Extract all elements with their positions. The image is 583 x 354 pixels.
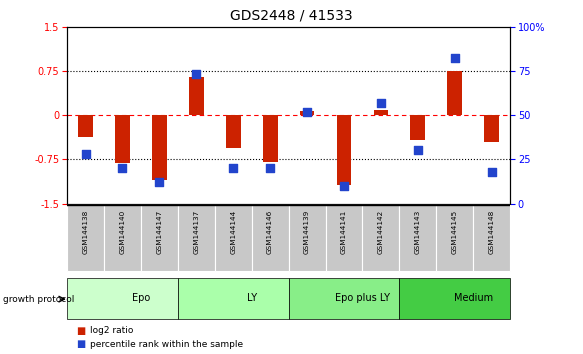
Point bbox=[376, 100, 385, 105]
Text: GSM144145: GSM144145 bbox=[452, 210, 458, 254]
Bar bbox=[226, 115, 241, 148]
Text: GSM144140: GSM144140 bbox=[120, 210, 125, 254]
Bar bbox=[484, 115, 499, 142]
Text: GSM144142: GSM144142 bbox=[378, 210, 384, 254]
Bar bbox=[78, 115, 93, 137]
Point bbox=[339, 183, 349, 189]
Bar bbox=[115, 115, 130, 164]
Bar bbox=[215, 205, 252, 271]
Text: Epo: Epo bbox=[132, 293, 150, 303]
Bar bbox=[410, 115, 425, 140]
Bar bbox=[447, 71, 462, 115]
Text: GSM144139: GSM144139 bbox=[304, 210, 310, 254]
Bar bbox=[178, 278, 289, 319]
Point bbox=[118, 165, 127, 171]
Text: GSM144143: GSM144143 bbox=[415, 210, 421, 254]
Bar bbox=[289, 205, 325, 271]
Bar bbox=[325, 205, 363, 271]
Text: ■: ■ bbox=[76, 339, 85, 349]
Bar bbox=[300, 111, 314, 115]
Bar bbox=[141, 205, 178, 271]
Bar bbox=[178, 205, 215, 271]
Point bbox=[265, 165, 275, 171]
Text: ■: ■ bbox=[76, 326, 85, 336]
Point bbox=[487, 169, 496, 175]
Bar bbox=[263, 115, 278, 162]
Text: log2 ratio: log2 ratio bbox=[90, 326, 134, 336]
Bar bbox=[374, 110, 388, 115]
Bar bbox=[104, 205, 141, 271]
Point bbox=[450, 56, 459, 61]
Bar bbox=[436, 205, 473, 271]
Bar bbox=[473, 205, 510, 271]
Bar bbox=[152, 115, 167, 180]
Bar bbox=[67, 278, 178, 319]
Text: GSM144148: GSM144148 bbox=[489, 210, 494, 254]
Point bbox=[229, 165, 238, 171]
Point bbox=[154, 179, 164, 185]
Text: GSM144138: GSM144138 bbox=[83, 210, 89, 254]
Point bbox=[413, 148, 423, 153]
Text: GDS2448 / 41533: GDS2448 / 41533 bbox=[230, 9, 353, 23]
Bar bbox=[336, 115, 352, 185]
Bar bbox=[289, 278, 399, 319]
Text: GSM144141: GSM144141 bbox=[341, 210, 347, 254]
Text: LY: LY bbox=[247, 293, 257, 303]
Bar bbox=[399, 278, 510, 319]
Text: Epo plus LY: Epo plus LY bbox=[335, 293, 390, 303]
Bar bbox=[399, 205, 436, 271]
Text: Medium: Medium bbox=[454, 293, 493, 303]
Bar bbox=[189, 77, 203, 115]
Text: GSM144137: GSM144137 bbox=[194, 210, 199, 254]
Text: GSM144146: GSM144146 bbox=[267, 210, 273, 254]
Text: growth protocol: growth protocol bbox=[3, 295, 74, 304]
Text: GSM144147: GSM144147 bbox=[156, 210, 162, 254]
Bar bbox=[252, 205, 289, 271]
Point bbox=[303, 109, 312, 114]
Text: GSM144144: GSM144144 bbox=[230, 210, 236, 254]
Text: percentile rank within the sample: percentile rank within the sample bbox=[90, 339, 244, 349]
Point bbox=[81, 151, 90, 157]
Point bbox=[192, 72, 201, 77]
Bar bbox=[363, 205, 399, 271]
Bar bbox=[67, 205, 104, 271]
